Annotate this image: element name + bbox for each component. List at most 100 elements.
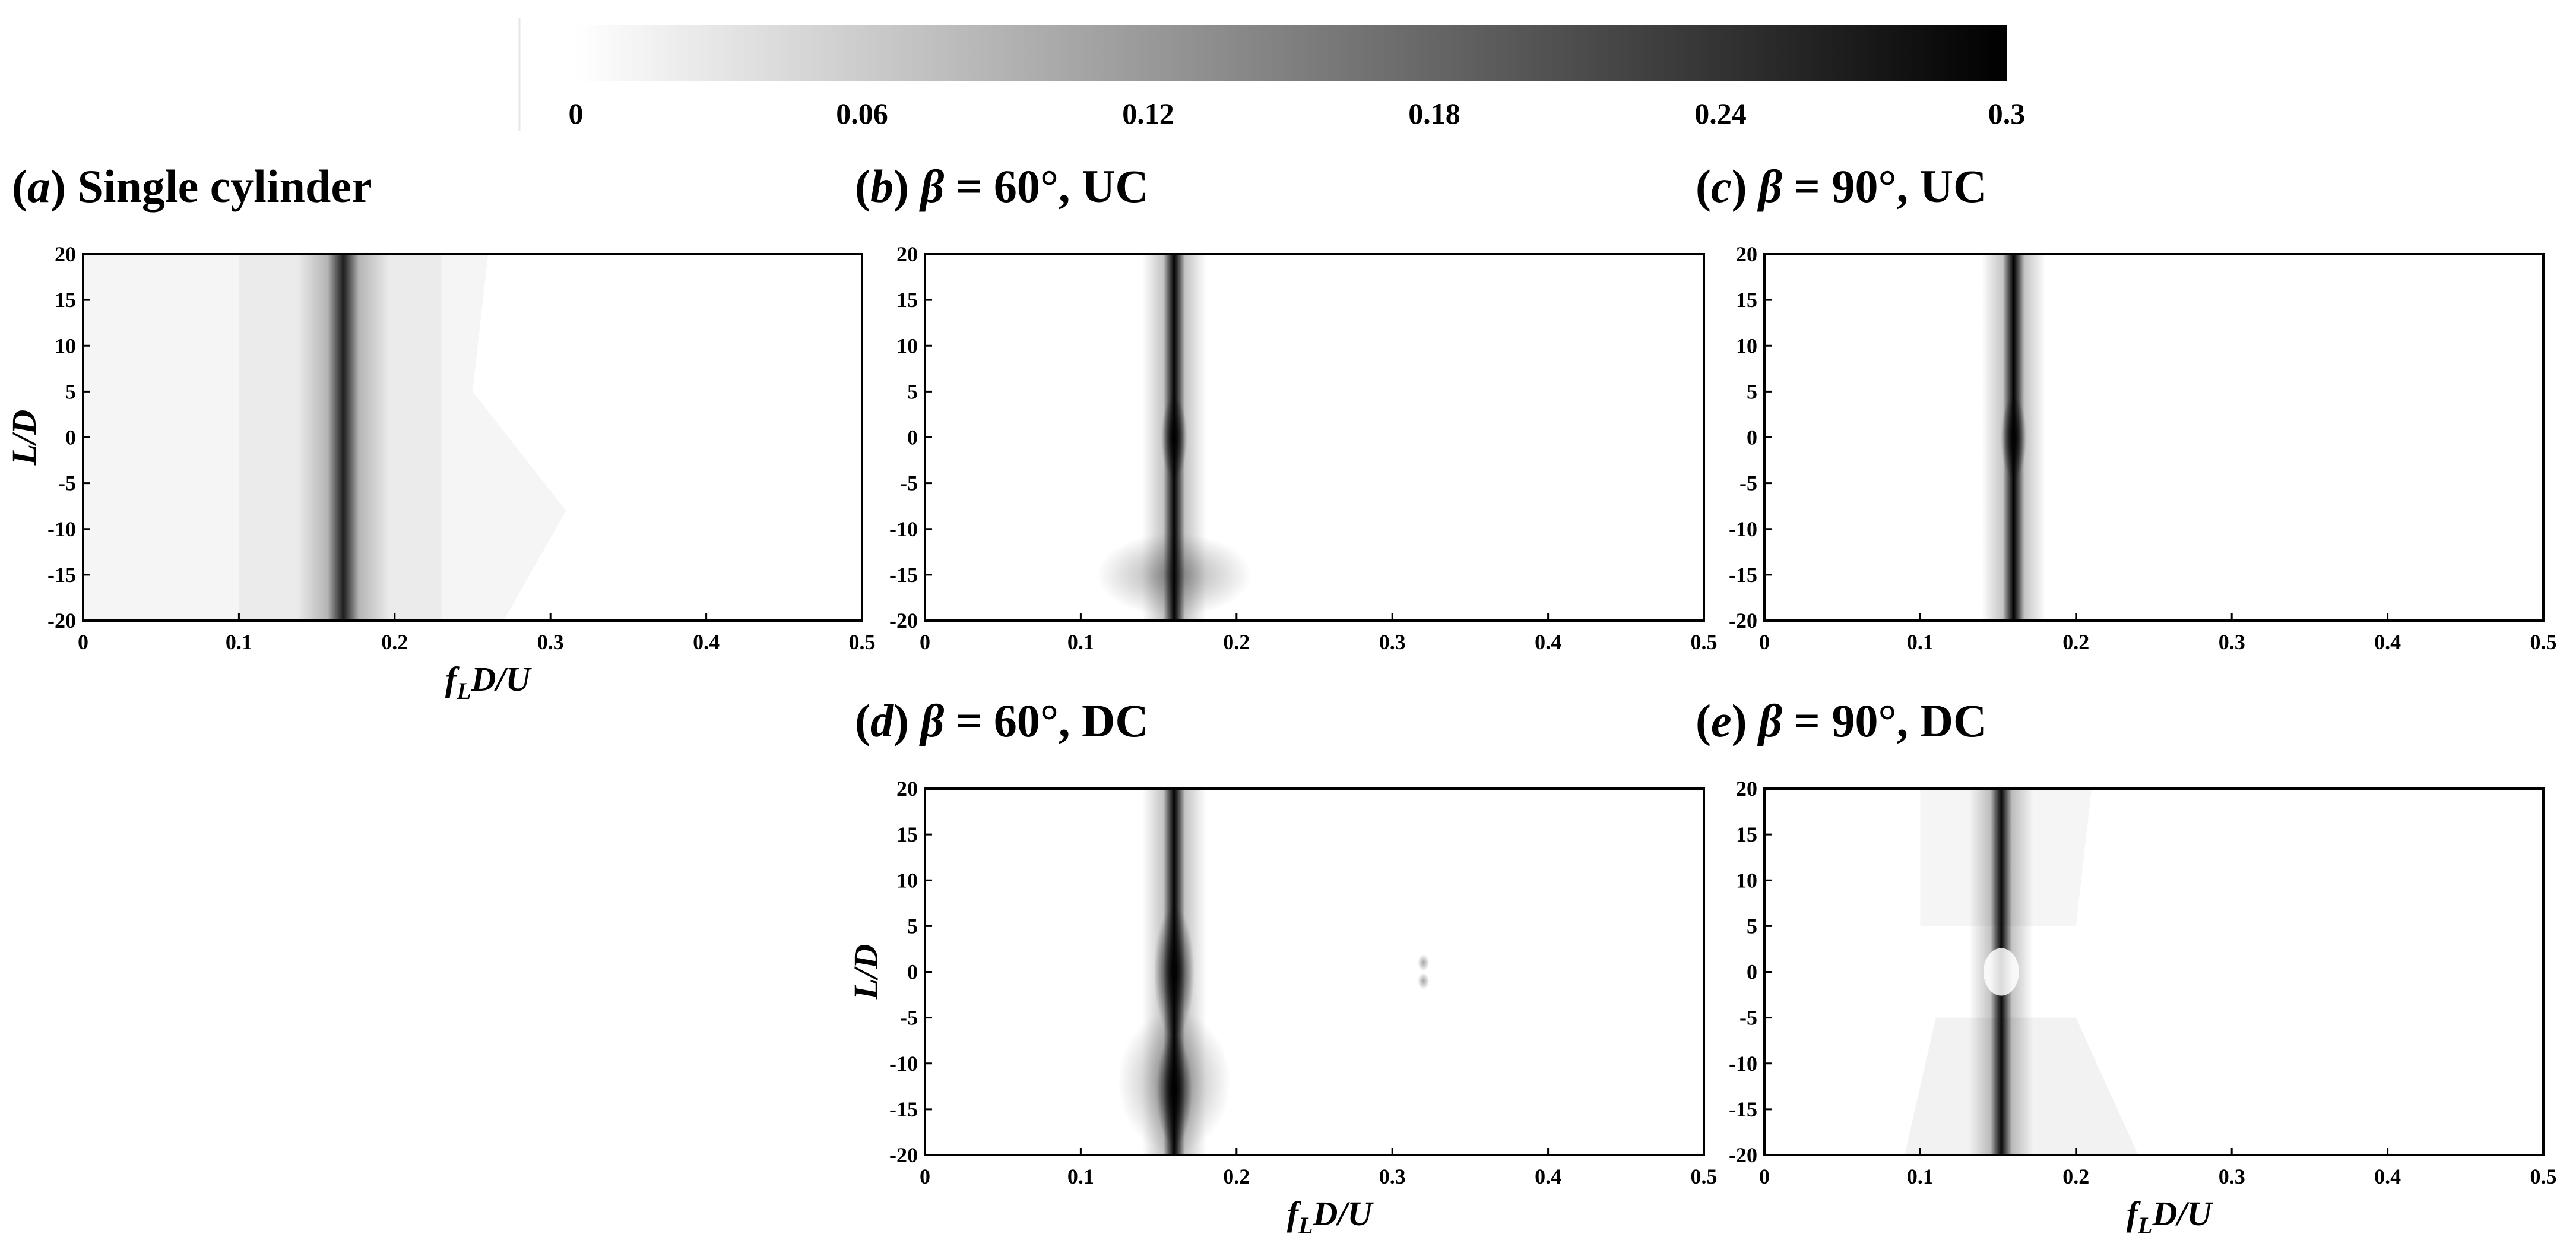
y-tick-label: -10 xyxy=(1729,517,1757,541)
x-tick-label: 0.2 xyxy=(2062,1165,2089,1188)
y-tick-label: 0 xyxy=(1747,960,1757,984)
y-tick-label: 10 xyxy=(896,868,918,892)
y-tick-label: 15 xyxy=(896,823,918,846)
x-tick-label: 0.5 xyxy=(2530,630,2557,654)
x-tick-label: 0.4 xyxy=(1535,1165,1561,1188)
y-tick-label: 10 xyxy=(55,334,76,358)
y-tick-label: -20 xyxy=(889,609,918,632)
x-tick-label: 0.5 xyxy=(1691,1165,1718,1188)
colorbar: 0 0.06 0.12 0.18 0.24 0.3 xyxy=(518,18,2026,131)
panel-e: 0 0.1 0.2 0.3 0.4 0.5 20 15 10 5 0 -5 -10 -15 -20 (e) β… xyxy=(1696,695,2557,1239)
x-tick-label: 0.1 xyxy=(1067,1165,1094,1188)
x-tick-label: 0.3 xyxy=(537,630,564,654)
panel-c: 0 0.1 0.2 0.3 0.4 0.5 20 15 10 5 0 -5 -10 -15 -20 (c) β… xyxy=(1696,160,2557,654)
y-tick-label: 20 xyxy=(896,242,918,266)
x-tick-label: 0.5 xyxy=(2530,1165,2557,1188)
y-axis-label: L/D xyxy=(847,944,885,1000)
colorbar-tick-label: 0.12 xyxy=(1122,97,1174,130)
x-tick-label: 0.1 xyxy=(1067,630,1094,654)
colorbar-tick-label: 0.3 xyxy=(1988,97,2026,130)
x-tick-label: 0 xyxy=(920,630,930,654)
panel-title: (a) Single cylinder xyxy=(12,160,372,212)
y-tick-label: 5 xyxy=(907,379,918,403)
x-tick-label: 0.4 xyxy=(693,630,720,654)
y-tick-label: -20 xyxy=(1729,609,1757,632)
y-tick-label: -15 xyxy=(889,563,918,587)
y-axis-label: L/D xyxy=(5,410,43,466)
x-tick-label: 0 xyxy=(1759,1165,1770,1188)
y-tick-label: -20 xyxy=(889,1143,918,1167)
y-tick-label: -10 xyxy=(889,517,918,541)
heatmap-field xyxy=(83,254,862,621)
y-tick-label: 10 xyxy=(1736,868,1757,892)
x-axis-label: fLD/U xyxy=(2127,1194,2214,1239)
panel-d: 0 0.1 0.2 0.3 0.4 0.5 20 15 10 5 0 -5 -10 -15 -20 (d) β… xyxy=(847,695,1718,1239)
colorbar-tick-label: 0 xyxy=(569,97,584,130)
y-tick-label: -15 xyxy=(889,1097,918,1121)
y-tick-label: 0 xyxy=(1747,426,1757,450)
y-tick-label: 5 xyxy=(1747,914,1757,938)
y-tick-label: 15 xyxy=(1736,823,1757,846)
x-tick-label: 0 xyxy=(78,630,88,654)
y-tick-label: 5 xyxy=(907,914,918,938)
y-tick-label: 20 xyxy=(1736,242,1757,266)
y-tick-label: -5 xyxy=(900,472,918,495)
ridge-line xyxy=(328,254,359,621)
y-tick-label: 5 xyxy=(1747,379,1757,403)
panel-title: (c) β = 90°, UC xyxy=(1696,160,1986,212)
x-tick-label: 0.4 xyxy=(2374,1165,2401,1188)
y-tick-label: -5 xyxy=(1739,1006,1757,1030)
x-tick-label: 0.2 xyxy=(2062,630,2089,654)
x-tick-label: 0 xyxy=(920,1165,930,1188)
heatmap-field xyxy=(925,789,1704,1155)
panel-title: (b) β = 60°, UC xyxy=(855,160,1149,212)
y-tick-label: 5 xyxy=(65,379,76,403)
y-tick-label: 20 xyxy=(1736,777,1757,801)
y-tick-label: 10 xyxy=(896,334,918,358)
y-tick-label: -20 xyxy=(1729,1143,1757,1167)
x-tick-label: 0.4 xyxy=(1535,630,1561,654)
x-axis-label: fLD/U xyxy=(1287,1194,1374,1239)
y-tick-label: 20 xyxy=(896,777,918,801)
y-tick-label: -15 xyxy=(1729,1097,1757,1121)
y-tick-label: 0 xyxy=(65,426,76,450)
y-tick-label: -5 xyxy=(58,472,76,495)
panel-title: (e) β = 90°, DC xyxy=(1696,695,1986,746)
y-tick-label: 15 xyxy=(55,288,76,312)
x-tick-label: 0.3 xyxy=(1379,1165,1406,1188)
x-tick-label: 0.3 xyxy=(1379,630,1406,654)
panel-a: 0 0.1 0.2 0.3 0.4 0.5 20 15 10 5 0 -5 -10 -15 -20 (a) S… xyxy=(5,160,876,704)
panel-title: (d) β = 60°, DC xyxy=(855,695,1149,746)
heatmap-field xyxy=(1764,789,2543,1155)
y-tick-label: -15 xyxy=(1729,563,1757,587)
y-tick-label: 0 xyxy=(907,960,918,984)
x-tick-label: 0.5 xyxy=(1691,630,1718,654)
y-tick-label: 0 xyxy=(907,426,918,450)
y-tick-label: -10 xyxy=(889,1052,918,1075)
colorbar-tick-label: 0.18 xyxy=(1408,97,1460,130)
x-tick-label: 0.1 xyxy=(1907,1165,1934,1188)
y-tick-label: -5 xyxy=(900,1006,918,1030)
x-tick-label: 0 xyxy=(1759,630,1770,654)
colorbar-tick-label: 0.06 xyxy=(836,97,888,130)
heatmap-field xyxy=(1764,254,2543,621)
x-tick-label: 0.4 xyxy=(2374,630,2401,654)
y-tick-label: -10 xyxy=(1729,1052,1757,1075)
colorbar-gradient xyxy=(576,25,2007,81)
y-tick-label: 20 xyxy=(55,242,76,266)
x-tick-label: 0.3 xyxy=(2219,630,2245,654)
x-axis-label: fLD/U xyxy=(445,660,533,704)
y-tick-label: 10 xyxy=(1736,334,1757,358)
colorbar-tick-label: 0.24 xyxy=(1694,97,1747,130)
x-tick-label: 0.2 xyxy=(1223,630,1250,654)
y-tick-label: -5 xyxy=(1739,472,1757,495)
x-tick-label: 0.3 xyxy=(2219,1165,2245,1188)
y-tick-label: -20 xyxy=(47,609,76,632)
y-tick-label: 15 xyxy=(896,288,918,312)
y-tick-label: -10 xyxy=(47,517,76,541)
y-tick-label: -15 xyxy=(47,563,76,587)
heatmap-field xyxy=(925,254,1704,621)
panel-b: 0 0.1 0.2 0.3 0.4 0.5 20 15 10 5 0 -5 -10 -15 -20 (b) β… xyxy=(855,160,1718,654)
x-tick-label: 0.2 xyxy=(381,630,408,654)
